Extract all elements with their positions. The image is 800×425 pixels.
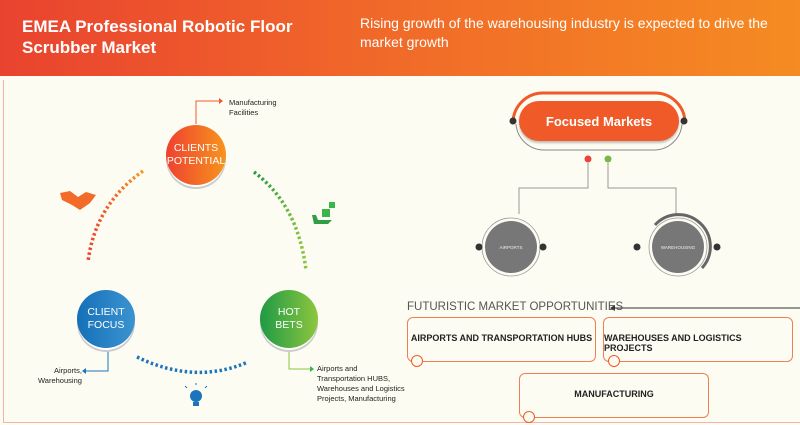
note-airports-warehousing: Airports, Warehousing [38,366,82,385]
opportunity-card: WAREHOUSES AND LOGISTICS PROJECTS [603,317,793,362]
opportunity-card: MANUFACTURING [519,373,709,418]
note-hot-bets: Airports and Transportation HUBS, Warehous… [317,364,405,403]
card-ring-icon [523,411,535,423]
header-title-panel [0,0,335,76]
page-subtitle: Rising growth of the warehousing industr… [360,15,768,50]
arrow-manufacturing [195,100,219,124]
content-frame [3,80,800,423]
opportunity-card: AIRPORTS AND TRANSPORTATION HUBS [407,317,596,362]
arrow-airports [86,351,109,372]
lightbulb-icon [184,383,208,406]
node-label: HOT [277,306,301,318]
note-manufacturing: Manufacturing Facilities [229,98,277,117]
focused-markets-pill: Focused Markets [519,101,679,141]
node-label: BETS [275,319,303,331]
client-focus-node: CLIENT FOCUS [77,290,135,348]
handshake-icon [60,191,96,210]
card-ring-icon [411,355,423,367]
red-dot [584,155,592,163]
node-label: FOCUS [87,319,125,331]
clients-potential-node: CLIENTS POTENTIAL [166,125,226,185]
node-label: CLIENT [87,306,125,318]
opportunities-heading: FUTURISTIC MARKET OPPORTUNITIES [407,301,624,313]
page-title: EMEA Professional Robotic Floor Scrubber… [22,17,293,57]
dotted-arc-orange [86,169,145,263]
hand-money-icon [312,202,335,224]
arrow-hotbets [288,351,310,370]
node-label: CLIENTS [173,142,219,154]
hot-bets-node: HOT BETS [260,290,318,348]
node-label: POTENTIAL [166,155,226,167]
market-warehousing: WAREHOUSING [652,221,704,273]
dotted-arc-blue [136,355,249,375]
market-airports: AIRPORTS [485,221,537,273]
card-ring-icon [608,355,620,367]
green-dot [604,155,612,163]
dotted-arc-green [252,170,308,271]
